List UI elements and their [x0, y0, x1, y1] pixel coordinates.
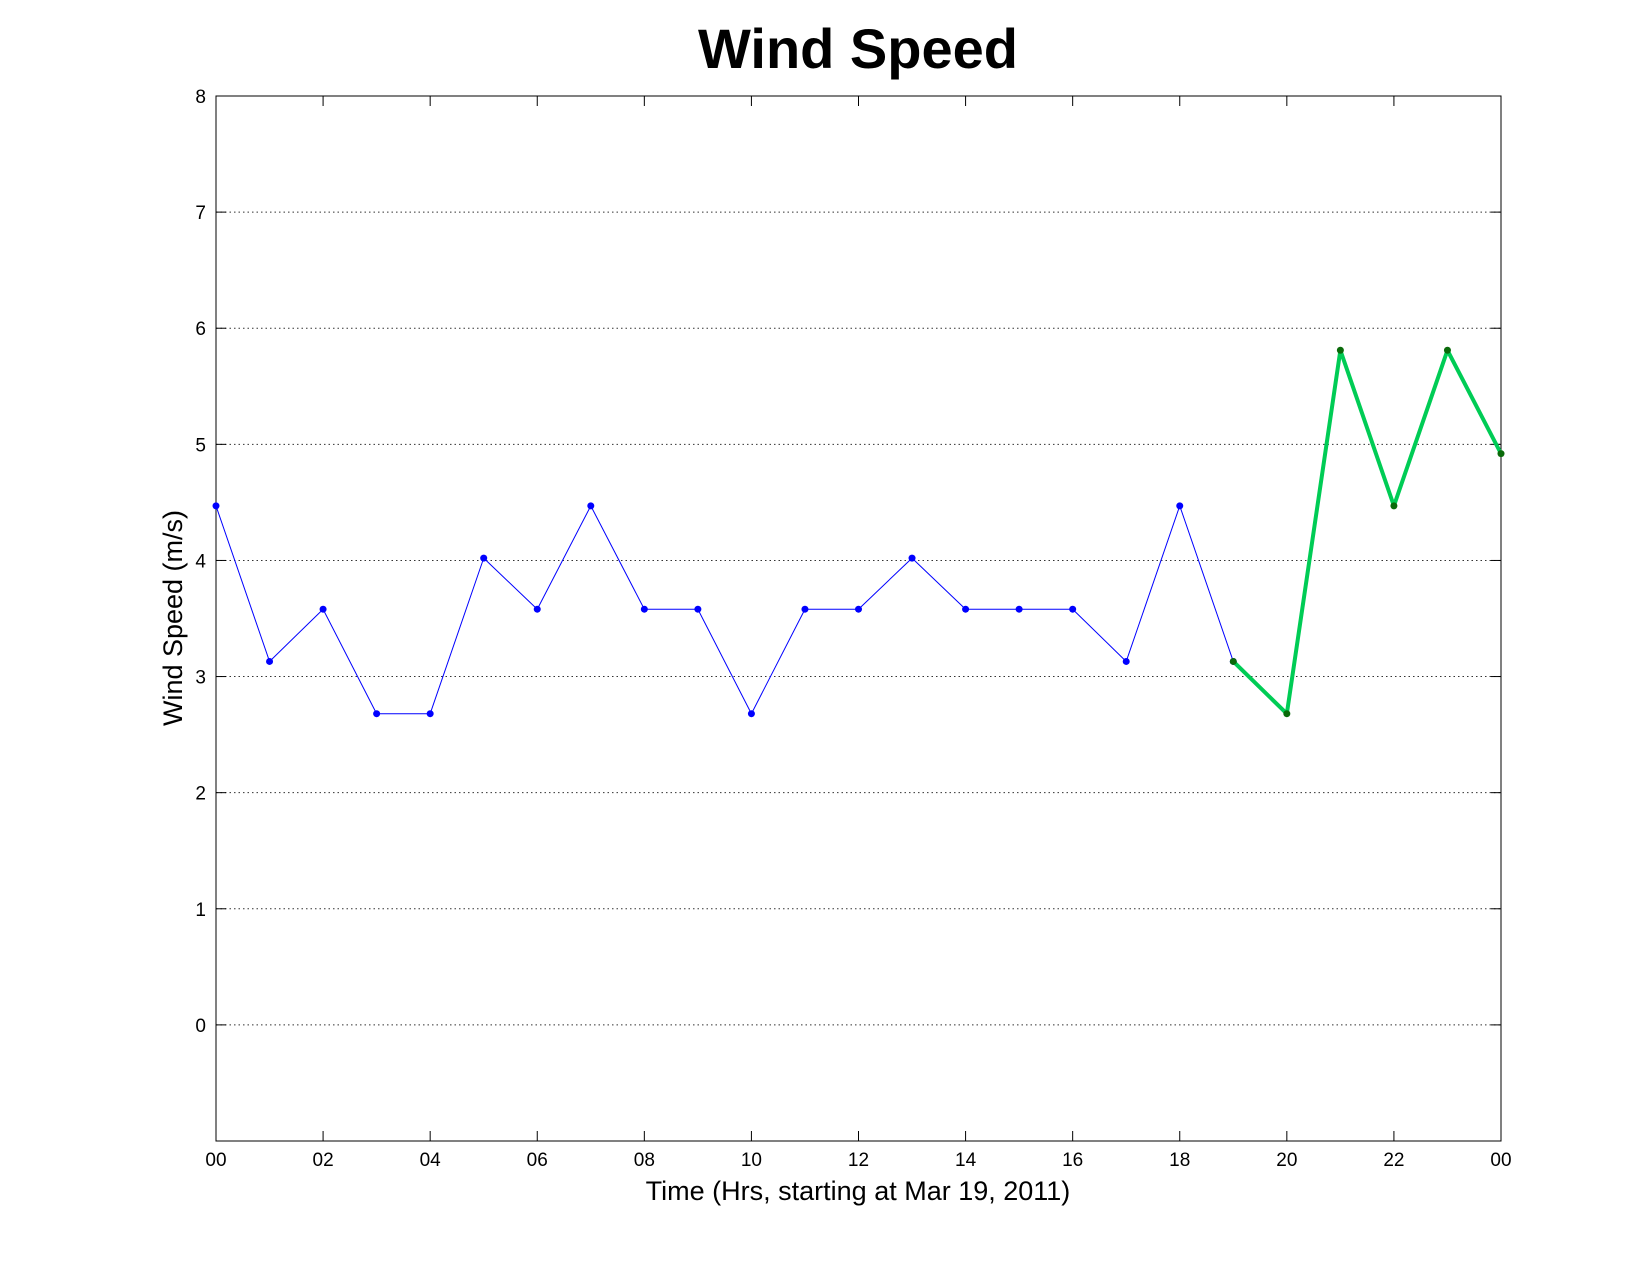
data-point — [480, 554, 488, 562]
data-point — [1497, 450, 1505, 458]
x-tick-label: 18 — [1169, 1150, 1190, 1171]
data-point — [1015, 605, 1023, 613]
data-point — [212, 502, 220, 510]
x-tick-label: 16 — [1062, 1150, 1083, 1171]
data-point — [694, 605, 702, 613]
plot-frame — [215, 95, 1502, 1142]
chart-title: Wind Speed — [698, 17, 1018, 80]
data-point — [1443, 346, 1451, 354]
y-tick-label: 4 — [195, 551, 206, 572]
data-point — [855, 605, 862, 613]
x-tick-label: 22 — [1383, 1150, 1404, 1171]
data-point — [1390, 502, 1398, 510]
data-point — [1283, 710, 1291, 718]
x-axis-label: Time (Hrs, starting at Mar 19, 2011) — [646, 1176, 1071, 1206]
series-line — [215, 505, 1234, 715]
data-point — [533, 605, 541, 613]
y-tick-label: 8 — [195, 87, 206, 108]
x-tick-label: 10 — [741, 1150, 762, 1171]
x-tick-label: 06 — [527, 1150, 548, 1171]
y-tick-label: 0 — [195, 1016, 206, 1037]
data-point — [266, 657, 274, 665]
series-line — [1231, 348, 1503, 716]
data-point — [587, 502, 595, 510]
data-point — [640, 605, 648, 613]
x-tick-label: 04 — [420, 1150, 442, 1171]
data-point — [747, 710, 755, 718]
data-point — [426, 710, 434, 718]
data-point — [1336, 346, 1344, 354]
x-tick-label: 00 — [205, 1150, 226, 1171]
data-point — [962, 605, 970, 613]
data-point — [801, 605, 809, 613]
x-tick-label: 08 — [634, 1150, 655, 1171]
data-point — [1176, 502, 1184, 510]
y-tick-label: 2 — [195, 784, 206, 805]
data-point — [1122, 657, 1130, 665]
y-tick-label: 1 — [195, 900, 206, 921]
y-axis-label: Wind Speed (m/s) — [158, 510, 188, 726]
data-point — [908, 554, 916, 562]
data-point — [373, 710, 381, 718]
x-tick-label: 00 — [1490, 1150, 1511, 1171]
x-tick-label: 20 — [1276, 1150, 1297, 1171]
data-point — [319, 605, 327, 613]
y-tick-label: 5 — [195, 435, 206, 456]
y-tick-label: 3 — [195, 668, 206, 689]
x-tick-label: 14 — [955, 1150, 977, 1171]
data-point — [1229, 657, 1237, 665]
y-tick-label: 6 — [195, 319, 206, 340]
x-tick-label: 02 — [313, 1150, 334, 1171]
x-tick-label: 12 — [848, 1150, 869, 1171]
y-tick-label: 7 — [195, 203, 206, 224]
data-point — [1069, 605, 1077, 613]
